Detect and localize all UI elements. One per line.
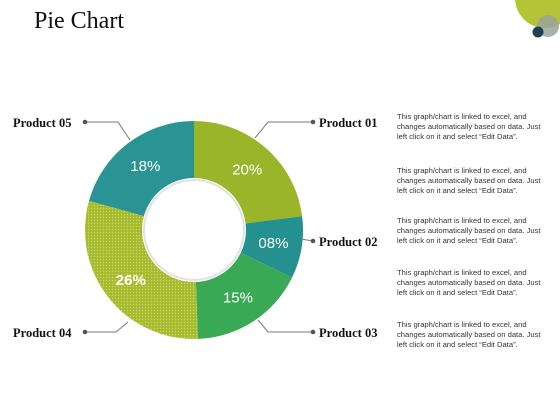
slice-product-04 [84, 200, 198, 340]
slice-product-02 [240, 216, 303, 278]
callout-line-3 [257, 319, 313, 333]
slice-product-05 [88, 121, 194, 217]
description-1: This graph/chart is linked to excel, and… [397, 112, 541, 141]
callout-dot-5 [82, 119, 88, 125]
chart-value-labels: 20% 08% 15% 26% 18% [116, 158, 289, 307]
callout-dot-3 [310, 329, 316, 335]
callout-line-4 [85, 321, 129, 333]
value-label-product-05: 18% [130, 158, 160, 175]
chart-callouts [82, 119, 316, 335]
callout-line-1 [254, 121, 313, 139]
callout-dot-2 [310, 238, 316, 244]
description-3: This graph/chart is linked to excel, and… [397, 216, 541, 245]
description-5: This graph/chart is linked to excel, and… [397, 320, 541, 349]
legend-label-product-05: Product 05 [13, 116, 72, 130]
corner-circle-small [532, 26, 544, 38]
slice-product-01 [194, 121, 303, 224]
value-label-product-02: 08% [258, 235, 288, 252]
legend-label-product-01: Product 01 [319, 116, 378, 130]
callout-dot-1 [310, 119, 316, 125]
chart-slices [84, 121, 303, 340]
legend-label-product-03: Product 03 [319, 326, 378, 340]
donut-inner-ring [143, 179, 245, 281]
value-label-product-01: 20% [232, 162, 262, 179]
description-4: This graph/chart is linked to excel, and… [397, 268, 541, 297]
page-title: Pie Chart [34, 8, 124, 34]
callout-line-5 [85, 121, 131, 141]
description-2: This graph/chart is linked to excel, and… [397, 166, 541, 195]
slice-product-03 [195, 252, 293, 339]
legend-label-product-04: Product 04 [13, 326, 72, 340]
legend-label-product-02: Product 02 [319, 235, 378, 249]
value-label-product-03: 15% [223, 289, 253, 306]
value-label-product-04: 26% [116, 272, 146, 289]
callout-dot-4 [82, 329, 88, 335]
